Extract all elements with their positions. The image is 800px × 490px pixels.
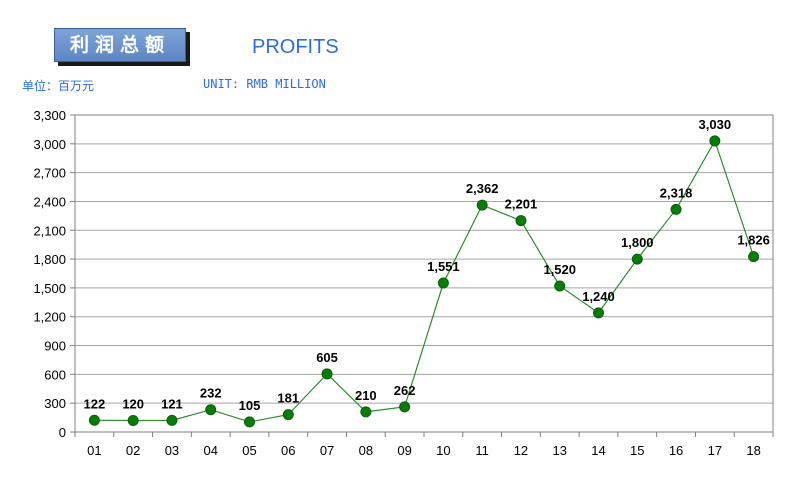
data-point	[282, 409, 294, 421]
y-tick-label: 2,400	[33, 194, 66, 209]
data-point	[709, 135, 721, 147]
data-point	[88, 414, 100, 426]
data-label: 262	[394, 383, 416, 398]
y-tick-label: 2,700	[33, 166, 66, 181]
x-tick-label: 12	[514, 443, 528, 458]
data-label: 2,362	[466, 181, 499, 196]
data-label: 605	[316, 350, 338, 365]
x-tick-label: 09	[397, 443, 411, 458]
x-tick-labels: 01 02 03 04 05 06 07 08 09 10 11 12 13 14 15 16 17 18	[87, 443, 761, 458]
data-label: 1,826	[737, 233, 770, 248]
x-tick-label: 03	[165, 443, 179, 458]
data-point	[515, 215, 527, 227]
data-label: 2,318	[660, 185, 693, 200]
x-tick-label: 08	[359, 443, 373, 458]
data-label: 120	[122, 396, 144, 411]
data-point	[670, 203, 682, 215]
data-point	[437, 277, 449, 289]
data-label: 1,800	[621, 235, 654, 250]
data-point	[476, 199, 488, 211]
data-point	[166, 414, 178, 426]
y-tick-label: 3,300	[33, 108, 66, 123]
y-tick-label: 1,800	[33, 252, 66, 267]
data-point	[360, 406, 372, 418]
data-points	[88, 135, 760, 428]
data-label: 210	[355, 388, 377, 403]
data-label: 105	[239, 398, 261, 413]
x-tick-label: 02	[126, 443, 140, 458]
x-tick-label: 11	[475, 443, 489, 458]
data-label: 232	[200, 386, 222, 401]
x-tick-label: 18	[746, 443, 760, 458]
data-label: 2,201	[505, 197, 538, 212]
x-tick-label: 16	[669, 443, 683, 458]
grid-lines	[75, 114, 773, 404]
x-tick-label: 07	[320, 443, 334, 458]
x-tick-label: 05	[242, 443, 256, 458]
data-label: 181	[277, 391, 299, 406]
data-labels: 122 120 121 232 105 181 605 210 262 1,551 2,362 2,2…	[84, 117, 770, 413]
data-point	[593, 307, 604, 319]
data-label: 1,240	[582, 289, 615, 304]
data-label: 122	[84, 396, 106, 411]
y-tick-label: 0	[59, 425, 66, 440]
unit-label-en: UNIT: RMB MILLION	[203, 77, 326, 91]
plot-frame	[74, 114, 774, 433]
y-tick-label: 300	[44, 396, 66, 411]
x-tick-label: 15	[630, 443, 644, 458]
x-tick-label: 04	[203, 443, 217, 458]
x-tick-label: 01	[87, 443, 101, 458]
data-point	[399, 401, 411, 413]
y-tick-label: 1,500	[33, 281, 66, 296]
x-tick-label: 13	[552, 443, 566, 458]
x-tick-label: 17	[708, 443, 722, 458]
data-label: 1,520	[543, 262, 576, 277]
x-tick-label: 06	[281, 443, 295, 458]
series-line	[94, 139, 755, 423]
chart-title-en: PROFITS	[252, 36, 339, 58]
data-point	[205, 404, 217, 416]
data-point	[748, 251, 760, 263]
x-tick-label: 14	[591, 443, 605, 458]
data-point	[554, 280, 566, 292]
y-tick-label: 3,000	[33, 137, 66, 152]
data-point	[244, 416, 255, 428]
chart-title-cn: 利润总额	[54, 28, 186, 62]
axes	[70, 114, 774, 437]
data-point	[321, 368, 333, 380]
data-point	[631, 253, 643, 265]
data-label: 121	[161, 396, 183, 411]
data-label: 1,551	[427, 259, 460, 274]
y-tick-label: 600	[44, 367, 66, 382]
data-label: 3,030	[699, 117, 732, 132]
y-tick-label: 1,200	[33, 310, 66, 325]
y-tick-labels: 0 300 600 900 1,200 1,500 1,800 2,100 2,400 2,700…	[33, 108, 66, 440]
unit-label-cn: 单位：百万元	[22, 79, 95, 93]
y-tick-label: 2,100	[33, 223, 66, 238]
y-tick-label: 900	[44, 339, 66, 354]
x-tick-label: 10	[436, 443, 450, 458]
data-point	[127, 414, 139, 426]
